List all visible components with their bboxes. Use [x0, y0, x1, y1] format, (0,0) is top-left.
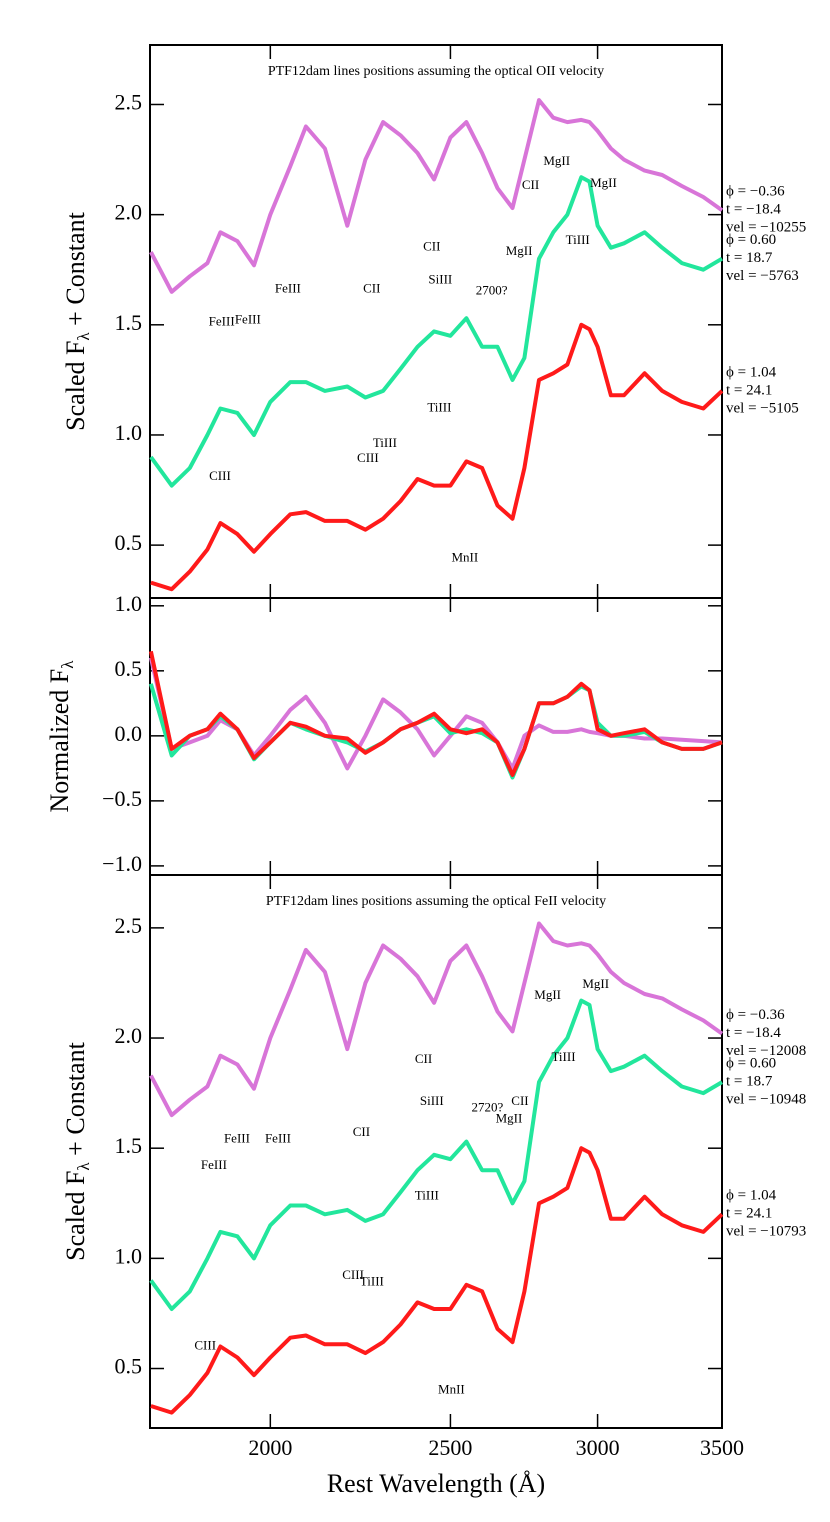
- spectrum-line: [148, 650, 723, 777]
- line-id-label: CIII: [209, 468, 231, 483]
- line-id-label: MnII: [451, 549, 478, 564]
- line-id-label: SiIII: [428, 272, 452, 287]
- line-id-label: MgII: [496, 1111, 523, 1126]
- line-id-label: TiIII: [551, 1049, 575, 1064]
- series-label: ϕ = 1.04: [726, 1188, 777, 1204]
- line-id-label: MgII: [506, 243, 533, 258]
- series-label: t = 18.7: [726, 1074, 773, 1090]
- x-tick-label: 3000: [576, 1435, 620, 1460]
- y-tick-label: 2.0: [115, 200, 143, 225]
- y-tick-label: 0.5: [115, 656, 143, 681]
- y-tick-label: 1.0: [115, 420, 143, 445]
- y-axis-label-sub: λ: [58, 660, 77, 669]
- line-id-label: TiIII: [373, 435, 397, 450]
- series-label: vel = −10255: [726, 220, 806, 236]
- y-axis-label-text: + Constant: [61, 211, 90, 332]
- spectrum-line: [148, 657, 723, 771]
- line-id-label: MgII: [543, 153, 570, 168]
- series-label: ϕ = 0.60: [726, 232, 776, 248]
- line-id-label: CIII: [194, 1337, 216, 1352]
- spectrum-line: [149, 98, 724, 294]
- x-tick-label: 2000: [248, 1435, 292, 1460]
- line-id-label: CIII: [357, 450, 379, 465]
- line-id-label: CII: [522, 177, 539, 192]
- y-tick-label: −0.5: [102, 786, 142, 811]
- line-id-label: FeIII: [275, 281, 301, 296]
- y-tick-label: 0.0: [115, 721, 143, 746]
- series-label: ϕ = 1.04: [726, 364, 777, 380]
- y-axis-label-sub: λ: [74, 332, 93, 341]
- y-axis-label-text: Scaled F: [61, 341, 90, 431]
- line-id-label: TiIII: [415, 1188, 439, 1203]
- y-tick-label: 1.0: [115, 591, 143, 616]
- plot-frame: [149, 874, 723, 1429]
- series-label: vel = −5105: [726, 400, 799, 416]
- series-label: ϕ = −0.36: [726, 184, 785, 200]
- line-id-label: SiIII: [420, 1093, 444, 1108]
- y-tick-label: 2.5: [115, 913, 143, 938]
- y-tick-label: 1.5: [115, 1133, 143, 1158]
- y-tick-label: 2.0: [115, 1023, 143, 1048]
- line-id-label: FeIII: [209, 314, 235, 329]
- line-id-label: MgII: [582, 976, 609, 991]
- x-tick-label: 2500: [428, 1435, 472, 1460]
- line-id-label: FeIII: [201, 1157, 227, 1172]
- panel-title: PTF12dam lines positions assuming the op…: [266, 894, 606, 909]
- series-label: vel = −10948: [726, 1092, 806, 1108]
- spectrum-line: [149, 175, 724, 488]
- y-axis-label: Scaled Fλ + Constant: [61, 211, 93, 430]
- y-axis-label-sub: λ: [74, 1162, 93, 1171]
- series-label: ϕ = −0.36: [726, 1007, 785, 1023]
- spectrum-line: [150, 1146, 724, 1415]
- y-axis-label-text: Scaled F: [61, 1171, 90, 1261]
- x-axis-label: Rest Wavelength (Å): [327, 1469, 545, 1498]
- line-id-label: TiIII: [427, 400, 451, 415]
- y-axis-label: Scaled Fλ + Constant: [61, 1041, 93, 1260]
- series-label: vel = −10793: [726, 1224, 806, 1240]
- line-id-label: 2700?: [476, 283, 508, 298]
- spectrum-line: [150, 322, 724, 592]
- series-label: t = 24.1: [726, 1206, 772, 1222]
- spectrum-line: [149, 921, 724, 1118]
- line-id-label: CII: [353, 1124, 370, 1139]
- line-id-label: CII: [511, 1093, 528, 1108]
- y-tick-label: 2.5: [115, 90, 143, 115]
- line-id-label: CIII: [342, 1267, 364, 1282]
- y-tick-label: −1.0: [102, 851, 142, 876]
- line-id-label: TiIII: [360, 1274, 384, 1289]
- x-tick-label: 3500: [700, 1435, 744, 1460]
- line-id-label: MgII: [590, 175, 617, 190]
- series-label: t = 18.7: [726, 250, 773, 266]
- y-axis-label: Normalized Fλ: [45, 660, 77, 813]
- series-label: t = −18.4: [726, 202, 781, 218]
- series-label: vel = −12008: [726, 1043, 806, 1059]
- series-label: t = 24.1: [726, 382, 772, 398]
- line-id-label: CII: [423, 239, 440, 254]
- line-id-label: TiIII: [566, 232, 590, 247]
- y-tick-label: 0.5: [115, 1354, 143, 1379]
- spectrum-line: [149, 998, 724, 1311]
- line-id-label: FeIII: [235, 311, 261, 326]
- line-id-label: MnII: [438, 1382, 465, 1397]
- series-label: t = −18.4: [726, 1025, 781, 1041]
- line-id-label: CII: [363, 281, 380, 296]
- y-tick-label: 0.5: [115, 530, 143, 555]
- line-id-label: CII: [415, 1051, 432, 1066]
- series-label: vel = −5763: [726, 268, 799, 284]
- series-label: ϕ = 0.60: [726, 1056, 776, 1072]
- y-axis-label-text: Normalized F: [45, 669, 74, 813]
- line-id-label: 2720?: [471, 1100, 503, 1115]
- line-id-label: FeIII: [224, 1130, 250, 1145]
- panel-title: PTF12dam lines positions assuming the op…: [268, 64, 604, 79]
- line-id-label: FeIII: [265, 1130, 291, 1145]
- y-tick-label: 1.5: [115, 310, 143, 335]
- y-axis-label-text: + Constant: [61, 1041, 90, 1162]
- line-id-label: MgII: [534, 987, 561, 1002]
- y-tick-label: 1.0: [115, 1243, 143, 1268]
